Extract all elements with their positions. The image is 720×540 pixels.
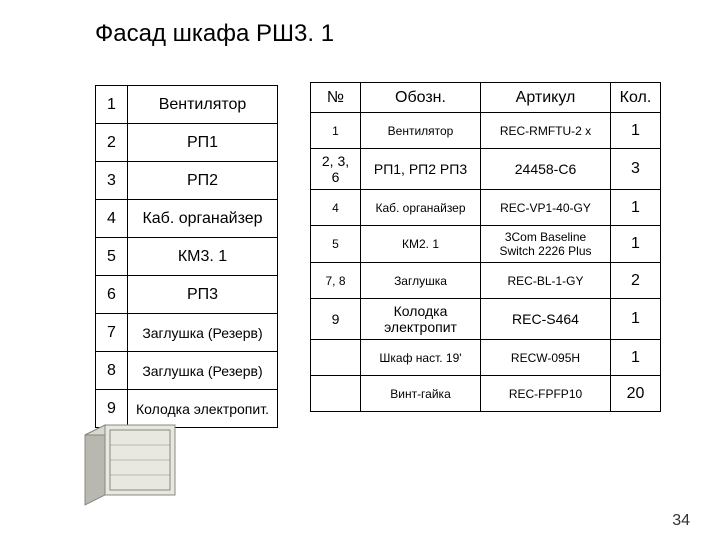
left-row-label: Каб. органайзер	[128, 200, 278, 238]
rt-qty: 2	[611, 263, 661, 299]
left-row: 5КМ3. 1	[96, 238, 278, 276]
left-row-num: 8	[96, 352, 128, 390]
rt-qty: 3	[611, 149, 661, 190]
rt-desig: Заглушка	[361, 263, 481, 299]
left-row: 3РП2	[96, 162, 278, 200]
rt-art: RECW-095H	[481, 340, 611, 376]
left-row-num: 1	[96, 86, 128, 124]
left-row: 4Каб. органайзер	[96, 200, 278, 238]
page-title: Фасад шкафа РШ3. 1	[95, 20, 334, 48]
left-row-num: 6	[96, 276, 128, 314]
right-row: 9Колодка электропитREC-S4641	[311, 299, 661, 340]
left-row-num: 4	[96, 200, 128, 238]
rt-desig: Вентилятор	[361, 113, 481, 149]
rt-qty: 1	[611, 190, 661, 226]
right-row: 5КМ2. 13Com Baseline Switch 2226 Plus1	[311, 226, 661, 263]
rt-desig: КМ2. 1	[361, 226, 481, 263]
rt-no: 2, 3, 6	[311, 149, 361, 190]
rt-desig: Шкаф наст. 19'	[361, 340, 481, 376]
left-row-label: Заглушка (Резерв)	[128, 352, 278, 390]
rt-header-qty: Кол.	[611, 83, 661, 113]
right-row: 1ВентиляторREC-RMFTU-2 x1	[311, 113, 661, 149]
right-row: 2, 3, 6РП1, РП2 РП324458-C63	[311, 149, 661, 190]
rt-desig: Каб. органайзер	[361, 190, 481, 226]
left-row-label: Заглушка (Резерв)	[128, 314, 278, 352]
cabinet-image	[80, 420, 180, 510]
rt-no: 5	[311, 226, 361, 263]
rt-no: 4	[311, 190, 361, 226]
left-row: 6РП3	[96, 276, 278, 314]
left-row-label: РП3	[128, 276, 278, 314]
right-table: № Обозн. Артикул Кол. 1ВентиляторREC-RMF…	[310, 82, 661, 412]
left-row-label: РП1	[128, 124, 278, 162]
rt-desig: Винт-гайка	[361, 376, 481, 412]
rt-art: REC-VP1-40-GY	[481, 190, 611, 226]
rt-header-desig: Обозн.	[361, 83, 481, 113]
left-row: 8Заглушка (Резерв)	[96, 352, 278, 390]
left-row: 1Вентилятор	[96, 86, 278, 124]
rt-art: REC-RMFTU-2 x	[481, 113, 611, 149]
rt-qty: 1	[611, 226, 661, 263]
rt-no: 7, 8	[311, 263, 361, 299]
right-row: 4Каб. органайзерREC-VP1-40-GY1	[311, 190, 661, 226]
rt-art: 3Com Baseline Switch 2226 Plus	[481, 226, 611, 263]
left-row-label: РП2	[128, 162, 278, 200]
rt-art: REC-BL-1-GY	[481, 263, 611, 299]
right-row: Шкаф наст. 19'RECW-095H1	[311, 340, 661, 376]
rt-qty: 20	[611, 376, 661, 412]
right-row: Винт-гайкаREC-FPFP1020	[311, 376, 661, 412]
rt-no: 9	[311, 299, 361, 340]
left-row-num: 2	[96, 124, 128, 162]
left-row: 7Заглушка (Резерв)	[96, 314, 278, 352]
rt-desig: РП1, РП2 РП3	[361, 149, 481, 190]
left-row: 2РП1	[96, 124, 278, 162]
rt-art: REC-S464	[481, 299, 611, 340]
rt-art: REC-FPFP10	[481, 376, 611, 412]
left-row-num: 3	[96, 162, 128, 200]
rt-header-art: Артикул	[481, 83, 611, 113]
page-number: 34	[672, 512, 690, 530]
rt-qty: 1	[611, 340, 661, 376]
rt-qty: 1	[611, 113, 661, 149]
rt-art: 24458-C6	[481, 149, 611, 190]
rt-qty: 1	[611, 299, 661, 340]
left-row-num: 7	[96, 314, 128, 352]
rt-no: 1	[311, 113, 361, 149]
rt-desig: Колодка электропит	[361, 299, 481, 340]
rt-header-no: №	[311, 83, 361, 113]
left-row-label: КМ3. 1	[128, 238, 278, 276]
left-row-label: Вентилятор	[128, 86, 278, 124]
right-row: 7, 8ЗаглушкаREC-BL-1-GY2	[311, 263, 661, 299]
left-table: 1Вентилятор2РП13РП24Каб. органайзер5КМ3.…	[95, 85, 278, 428]
rt-no	[311, 376, 361, 412]
rt-no	[311, 340, 361, 376]
left-row-num: 5	[96, 238, 128, 276]
